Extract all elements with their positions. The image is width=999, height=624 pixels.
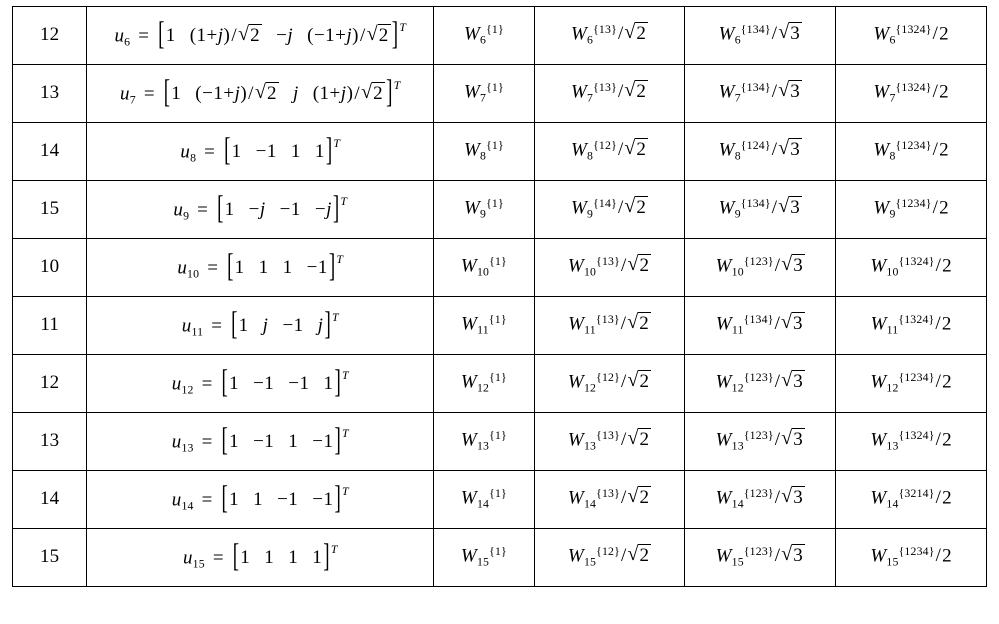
w2-cell: W7{13}/2 [534, 65, 685, 123]
w1-cell: W8{1} [434, 123, 535, 181]
w2-cell: W11{13}/2 [534, 297, 685, 355]
index-cell: 15 [13, 181, 87, 239]
w3-cell: W14{123}/3 [685, 471, 836, 529]
w2-cell: W8{12}/2 [534, 123, 685, 181]
w2-cell: W13{13}/2 [534, 413, 685, 471]
w1-cell: W14{1} [434, 471, 535, 529]
w1-cell: W15{1} [434, 529, 535, 587]
w3-cell: W8{124}/3 [685, 123, 836, 181]
codebook-table: 12u6=[1(1+j)/2−j(−1+j)/2]TW6{1}W6{13}/2W… [12, 6, 987, 587]
index-cell: 11 [13, 297, 87, 355]
w4-cell: W11{1324}/2 [836, 297, 987, 355]
index-cell: 10 [13, 239, 87, 297]
index-cell: 15 [13, 529, 87, 587]
table-row: 14u14=[11−1−1]TW14{1}W14{13}/2W14{123}/3… [13, 471, 987, 529]
u-definition-cell: u12=[1−1−11]T [87, 355, 434, 413]
w3-cell: W12{123}/3 [685, 355, 836, 413]
w4-cell: W8{1234}/2 [836, 123, 987, 181]
table-row: 13u7=[1(−1+j)/2j(1+j)/2]TW7{1}W7{13}/2W7… [13, 65, 987, 123]
w3-cell: W15{123}/3 [685, 529, 836, 587]
u-definition-cell: u10=[111−1]T [87, 239, 434, 297]
w1-cell: W13{1} [434, 413, 535, 471]
w3-cell: W10{123}/3 [685, 239, 836, 297]
index-cell: 13 [13, 413, 87, 471]
w4-cell: W6{1324}/2 [836, 7, 987, 65]
index-cell: 14 [13, 471, 87, 529]
w1-cell: W10{1} [434, 239, 535, 297]
table-row: 14u8=[1−111]TW8{1}W8{12}/2W8{124}/3W8{12… [13, 123, 987, 181]
w1-cell: W7{1} [434, 65, 535, 123]
w2-cell: W10{13}/2 [534, 239, 685, 297]
w1-cell: W12{1} [434, 355, 535, 413]
table-row: 15u9=[1−j−1−j]TW9{1}W9{14}/2W9{134}/3W9{… [13, 181, 987, 239]
w4-cell: W9{1234}/2 [836, 181, 987, 239]
table-row: 10u10=[111−1]TW10{1}W10{13}/2W10{123}/3W… [13, 239, 987, 297]
w4-cell: W14{3214}/2 [836, 471, 987, 529]
w3-cell: W13{123}/3 [685, 413, 836, 471]
u-definition-cell: u9=[1−j−1−j]T [87, 181, 434, 239]
u-definition-cell: u7=[1(−1+j)/2j(1+j)/2]T [87, 65, 434, 123]
index-cell: 13 [13, 65, 87, 123]
u-definition-cell: u11=[1j−1j]T [87, 297, 434, 355]
table-row: 11u11=[1j−1j]TW11{1}W11{13}/2W11{134}/3W… [13, 297, 987, 355]
w2-cell: W6{13}/2 [534, 7, 685, 65]
table-row: 13u13=[1−11−1]TW13{1}W13{13}/2W13{123}/3… [13, 413, 987, 471]
w3-cell: W7{134}/3 [685, 65, 836, 123]
u-definition-cell: u14=[11−1−1]T [87, 471, 434, 529]
table-row: 15u15=[1111]TW15{1}W15{12}/2W15{123}/3W1… [13, 529, 987, 587]
page: 12u6=[1(1+j)/2−j(−1+j)/2]TW6{1}W6{13}/2W… [0, 0, 999, 624]
w2-cell: W9{14}/2 [534, 181, 685, 239]
w4-cell: W10{1324}/2 [836, 239, 987, 297]
u-definition-cell: u6=[1(1+j)/2−j(−1+j)/2]T [87, 7, 434, 65]
w4-cell: W7{1324}/2 [836, 65, 987, 123]
w1-cell: W6{1} [434, 7, 535, 65]
w3-cell: W6{134}/3 [685, 7, 836, 65]
w4-cell: W12{1234}/2 [836, 355, 987, 413]
table-row: 12u6=[1(1+j)/2−j(−1+j)/2]TW6{1}W6{13}/2W… [13, 7, 987, 65]
w3-cell: W9{134}/3 [685, 181, 836, 239]
u-definition-cell: u8=[1−111]T [87, 123, 434, 181]
index-cell: 14 [13, 123, 87, 181]
u-definition-cell: u13=[1−11−1]T [87, 413, 434, 471]
w4-cell: W13{1324}/2 [836, 413, 987, 471]
w1-cell: W11{1} [434, 297, 535, 355]
index-cell: 12 [13, 7, 87, 65]
w2-cell: W15{12}/2 [534, 529, 685, 587]
u-definition-cell: u15=[1111]T [87, 529, 434, 587]
table-row: 12u12=[1−1−11]TW12{1}W12{12}/2W12{123}/3… [13, 355, 987, 413]
w2-cell: W12{12}/2 [534, 355, 685, 413]
w1-cell: W9{1} [434, 181, 535, 239]
w3-cell: W11{134}/3 [685, 297, 836, 355]
w4-cell: W15{1234}/2 [836, 529, 987, 587]
w2-cell: W14{13}/2 [534, 471, 685, 529]
index-cell: 12 [13, 355, 87, 413]
